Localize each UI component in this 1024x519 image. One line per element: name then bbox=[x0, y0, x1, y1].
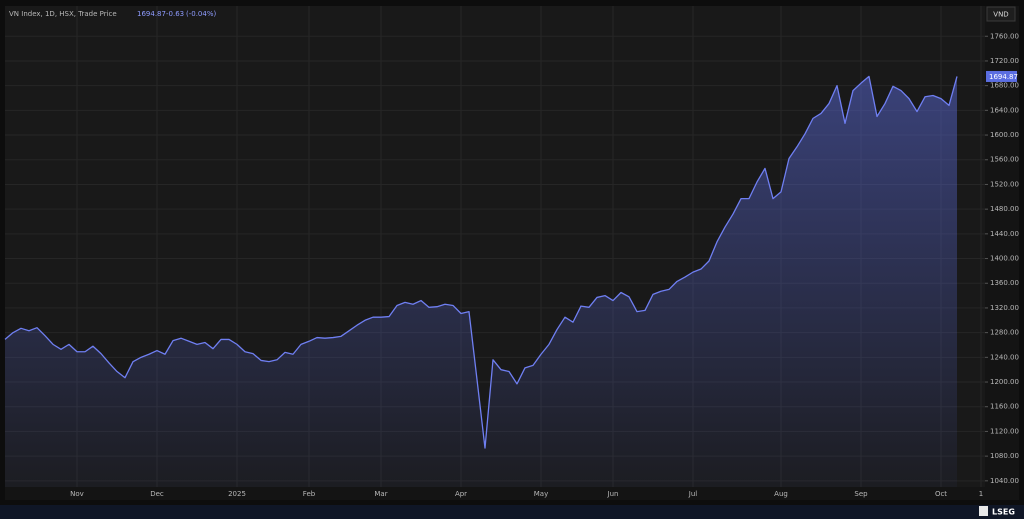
x-tick-label: Dec bbox=[150, 490, 164, 498]
last-value-box bbox=[986, 70, 1017, 82]
x-tick-label: Nov bbox=[70, 490, 84, 498]
x-tick-label: Feb bbox=[303, 490, 316, 498]
x-tick-label: Jul bbox=[688, 490, 698, 498]
y-tick-label: 1160.00 bbox=[990, 403, 1019, 411]
y-tick-label: 1760.00 bbox=[990, 32, 1019, 40]
x-tick-label: 1 bbox=[979, 490, 983, 498]
y-tick-label: 1480.00 bbox=[990, 205, 1019, 213]
y-tick-label: 1520.00 bbox=[990, 180, 1019, 188]
y-tick-label: 1560.00 bbox=[990, 156, 1019, 164]
y-tick-label: 1320.00 bbox=[990, 304, 1019, 312]
x-tick-label: Jun bbox=[607, 490, 619, 498]
last-value-label: 1694.87 bbox=[989, 73, 1018, 81]
x-tick-label: Mar bbox=[374, 490, 387, 498]
y-tick-label: 1640.00 bbox=[990, 106, 1019, 114]
area bbox=[5, 76, 957, 487]
marks bbox=[4, 75, 958, 487]
y-tick-label: 1440.00 bbox=[990, 230, 1019, 238]
y-tick-label: 1400.00 bbox=[990, 255, 1019, 263]
x-tick-label: Sep bbox=[854, 490, 868, 498]
y-tick-label: 1200.00 bbox=[990, 378, 1019, 386]
currency-box[interactable] bbox=[986, 6, 1016, 22]
y-tick-label: 1280.00 bbox=[990, 329, 1019, 337]
y-tick-label: 1240.00 bbox=[990, 353, 1019, 361]
x-tick-label: 2025 bbox=[228, 490, 246, 498]
y-tick-label: 1120.00 bbox=[990, 427, 1019, 435]
y-tick-label: 1680.00 bbox=[990, 82, 1019, 90]
labels: 1040.00 1080.00 1120.00 1160.00 1200.00 1240.… bbox=[70, 32, 1019, 498]
last-price: 1694.87 bbox=[137, 10, 166, 18]
change-percent: (-0.04%) bbox=[186, 10, 216, 18]
y-tick-label: 1080.00 bbox=[990, 452, 1019, 460]
y-axis-strip bbox=[985, 6, 1019, 500]
y-tick-label: 1040.00 bbox=[990, 477, 1019, 485]
footer-bar bbox=[0, 505, 1024, 519]
chart-title: VN Index, 1D, HSX, Trade Price bbox=[9, 10, 117, 18]
currency[interactable]: VND bbox=[993, 11, 1008, 19]
y-tick-label: 1360.00 bbox=[990, 279, 1019, 287]
y-tick-label: 1600.00 bbox=[990, 131, 1019, 139]
x-tick-label: Oct bbox=[935, 490, 947, 498]
y-tick-label: 1720.00 bbox=[990, 57, 1019, 65]
x-tick-label: Aug bbox=[774, 490, 788, 498]
brand-icon bbox=[979, 506, 988, 516]
x-axis-strip bbox=[5, 487, 985, 500]
line bbox=[4, 75, 958, 449]
x-tick-label: Apr bbox=[455, 490, 467, 498]
x-tick-label: May bbox=[534, 490, 548, 498]
brand: LSEG bbox=[992, 508, 1015, 517]
change: -0.63 bbox=[166, 10, 184, 18]
